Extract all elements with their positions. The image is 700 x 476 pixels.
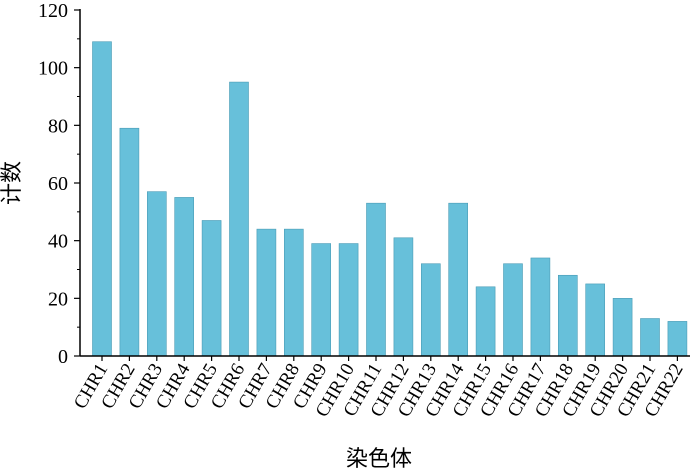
bar-chr7 — [256, 228, 277, 357]
y-tick-label: 100 — [38, 58, 68, 80]
bar-chr16 — [503, 263, 523, 357]
y-axis-ticks: 0 20 40 60 80 100 120 — [38, 0, 80, 368]
bar-chr5 — [201, 220, 222, 357]
bar-chr19 — [585, 283, 606, 357]
bar-chr22 — [667, 321, 688, 357]
y-tick-label: 0 — [58, 346, 68, 368]
bar-chr11 — [366, 202, 386, 357]
bar-chr6 — [229, 81, 249, 357]
bar-chr4 — [174, 197, 194, 357]
x-axis-title: 染色体 — [346, 446, 412, 471]
bar-chr15 — [475, 286, 496, 357]
y-axis-title: 计数 — [0, 161, 24, 205]
y-tick-label: 60 — [48, 173, 68, 195]
y-tick-label: 40 — [48, 231, 68, 253]
bar-chr17 — [530, 257, 551, 357]
bar-chr14 — [448, 202, 469, 357]
bar-chr10 — [338, 243, 359, 357]
bar-chr18 — [557, 274, 578, 357]
bar-chr13 — [420, 263, 441, 357]
bar-chr1 — [92, 41, 112, 357]
bar-chr8 — [283, 228, 304, 357]
bar-chr20 — [612, 298, 633, 357]
y-tick-label: 20 — [48, 288, 68, 310]
bar-chr3 — [147, 191, 167, 357]
y-tick-label: 80 — [48, 115, 68, 137]
bar-chr9 — [311, 243, 332, 357]
y-tick-label: 120 — [38, 0, 68, 22]
bar-chr12 — [393, 237, 414, 357]
x-axis-ticks: CHR1CHR2CHR3CHR4CHR5CHR6CHR7CHR8CHR9CHR1… — [70, 356, 688, 421]
bar-chr21 — [640, 318, 660, 357]
bar-chr2 — [119, 127, 140, 357]
bars — [92, 41, 688, 357]
